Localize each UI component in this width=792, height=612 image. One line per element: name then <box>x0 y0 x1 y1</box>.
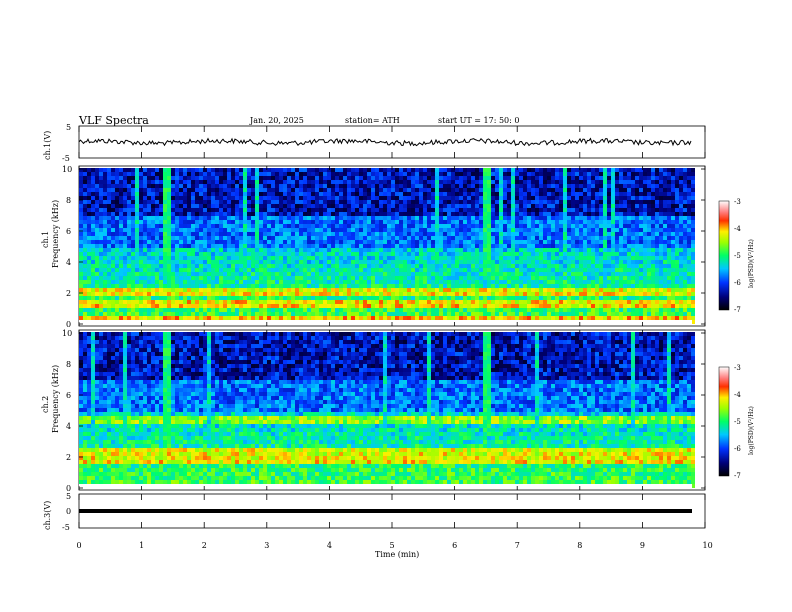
spec2-ytick: 8 <box>66 360 71 369</box>
colorbar-ch2-gradient <box>718 366 730 477</box>
colorbar-ch2-label: log(PSD)(V²/Hz) <box>748 406 755 455</box>
panel-ch1-waveform: 5 -5 ch.1(V) <box>43 123 706 163</box>
panel-ch3-waveform: 5 0 -5 ch.3(V) <box>43 492 706 532</box>
date-label: Jan. 20, 2025 <box>249 116 304 125</box>
ch1-ytick-top: 5 <box>66 123 71 132</box>
x-axis-label: Time (min) <box>375 550 419 559</box>
colorbar-ch2-tick-neg6: -6 <box>734 445 741 453</box>
colorbar-ch2-tick-neg5: -5 <box>734 418 741 426</box>
x-tick-label: 10 <box>703 541 713 550</box>
ch1-waveform-line <box>78 137 692 147</box>
ch1-spec-ylabel-frequency: Frequency (kHz) <box>51 200 60 268</box>
colorbar-ch2-tick-neg4: -4 <box>734 391 741 399</box>
spec1-ytick: 10 <box>62 165 72 174</box>
panel-ch2-spectrogram: 0 2 4 6 8 10 ch.2 Frequency (kHz) <box>41 329 706 493</box>
colorbar-ch1-label: log(PSD)(V²/Hz) <box>748 239 755 288</box>
ch3-ytick-top: 5 <box>66 492 71 501</box>
spec1-ytick: 6 <box>66 227 71 236</box>
spec2-ytick: 10 <box>62 329 72 338</box>
colorbar-ch1-gradient <box>718 200 730 311</box>
spec1-ytick: 0 <box>66 320 71 329</box>
spec2-ytick: 4 <box>66 422 71 431</box>
x-tick-label: 7 <box>515 541 520 550</box>
spec1-ytick: 4 <box>66 258 71 267</box>
colorbar-ch1-tick-neg5: -5 <box>734 252 741 260</box>
ch2-spec-ylabel-frequency: Frequency (kHz) <box>51 365 60 433</box>
ch1-ytick-bottom: -5 <box>62 154 70 163</box>
ch1-spectrogram-image <box>79 168 695 324</box>
figure-title: VLF Spectra <box>78 114 149 127</box>
spec2-ytick: 0 <box>66 484 71 493</box>
spec1-ytick: 8 <box>66 196 71 205</box>
ch3-ytick-mid: 0 <box>66 507 71 516</box>
station-label: station= ATH <box>345 116 400 125</box>
x-tick-label: 1 <box>139 541 144 550</box>
spec2-ytick: 6 <box>66 391 71 400</box>
colorbar-ch2-tick-neg3: -3 <box>734 364 741 372</box>
colorbar-ch1-tick-neg3: -3 <box>734 198 741 206</box>
colorbar-ch1-tick-neg6: -6 <box>734 279 741 287</box>
x-tick-label: 5 <box>390 541 395 550</box>
x-tick-label: 4 <box>327 541 332 550</box>
ch2-spec-ylabel-channel: ch.2 <box>41 396 50 413</box>
x-tick-label: 3 <box>264 541 269 550</box>
x-tick-label: 2 <box>202 541 207 550</box>
x-tick-label: 6 <box>452 541 457 550</box>
ch3-ylabel: ch.3(V) <box>43 501 52 530</box>
ch3-signal-line <box>79 509 692 513</box>
colorbar-ch2-tick-neg7: -7 <box>734 472 741 480</box>
x-tick-label: 9 <box>640 541 645 550</box>
colorbar-ch1: -3 -4 -5 -6 -7 log(PSD)(V²/Hz) <box>718 198 755 314</box>
ch2-spectrogram-image <box>79 332 695 488</box>
ch1-spec-ylabel-channel: ch.1 <box>41 231 50 248</box>
start-time-label: start UT = 17: 50: 0 <box>438 116 519 125</box>
panel-ch1-spectrogram: 0 2 4 6 8 10 ch.1 Frequency (kHz) <box>41 165 706 329</box>
ch1-ylabel: ch.1(V) <box>43 131 52 160</box>
time-axis: 0 1 2 3 4 5 6 7 8 9 10 <box>77 126 713 550</box>
colorbar-ch1-tick-neg4: -4 <box>734 225 741 233</box>
colorbar-ch2: -3 -4 -5 -6 -7 log(PSD)(V²/Hz) <box>718 364 755 480</box>
colorbar-ch1-tick-neg7: -7 <box>734 306 741 314</box>
ch3-ytick-bottom: -5 <box>62 523 70 532</box>
spec1-ytick: 2 <box>66 289 71 298</box>
spec2-ytick: 2 <box>66 453 71 462</box>
x-tick-label: 8 <box>577 541 582 550</box>
x-tick-label: 0 <box>77 541 82 550</box>
